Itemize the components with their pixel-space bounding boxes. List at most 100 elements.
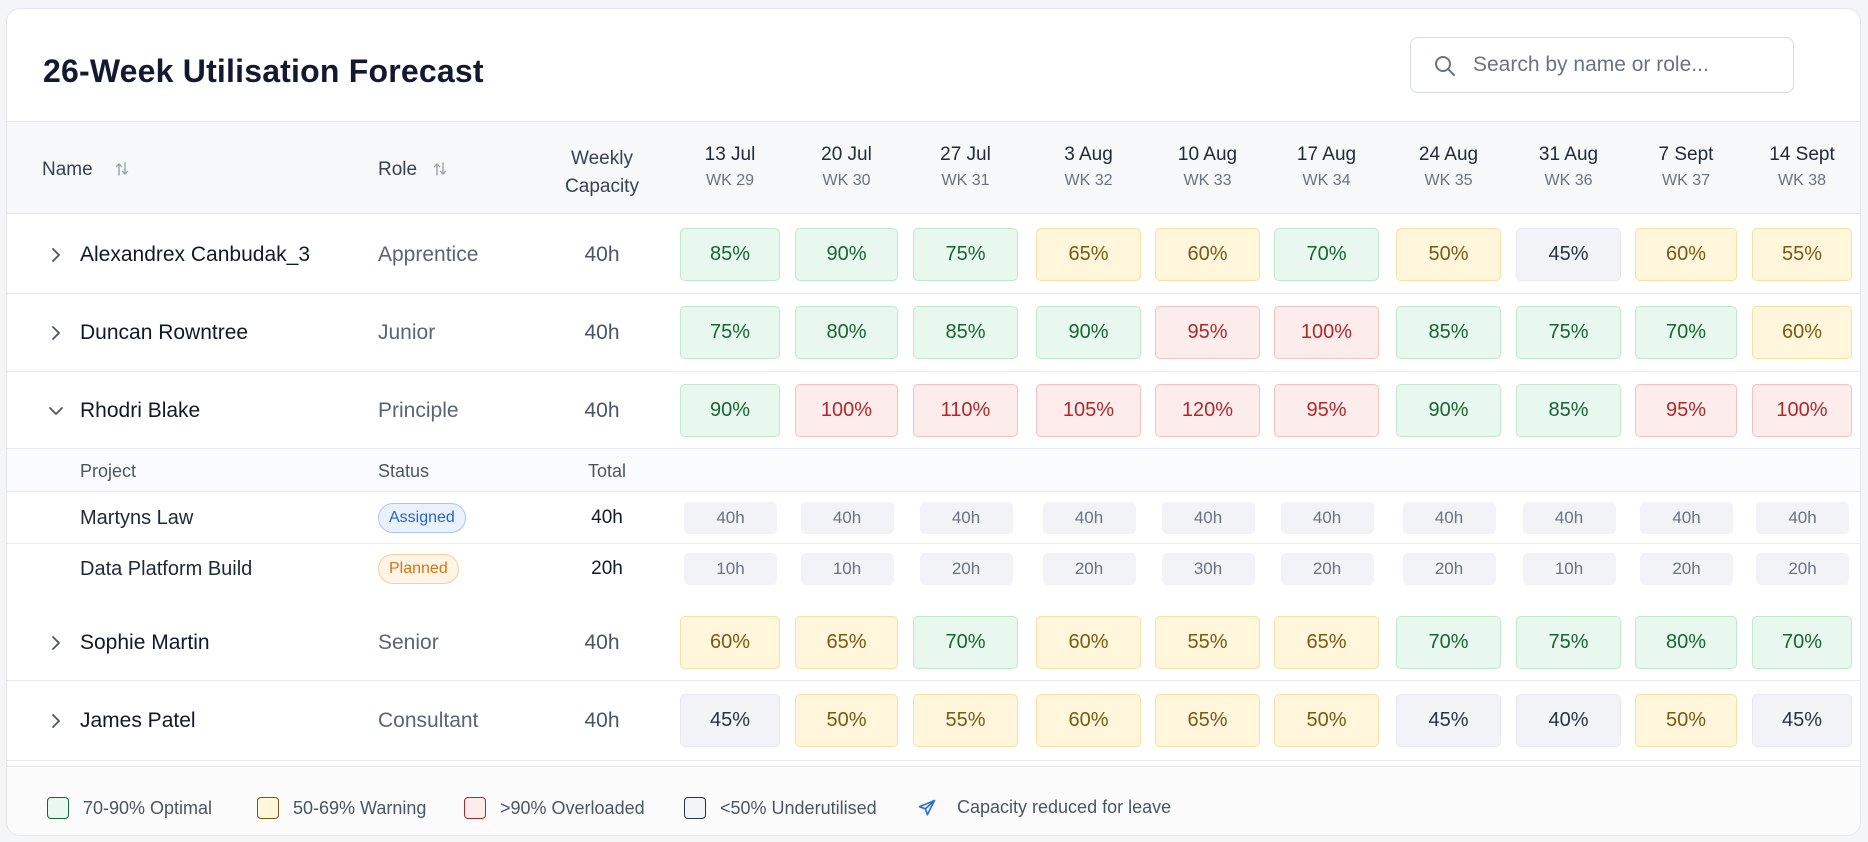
chevron-down-icon[interactable]	[47, 402, 65, 420]
utilisation-cell[interactable]: 105%	[1036, 383, 1141, 437]
utilisation-cell[interactable]: 90%	[795, 227, 898, 281]
table-row[interactable]: James Patel Consultant 40h 45% 50% 55% 60% 65% 5…	[7, 681, 1860, 761]
utilisation-cell[interactable]: 85%	[913, 306, 1018, 359]
weekly-capacity: 40h	[584, 321, 620, 344]
utilisation-cell[interactable]: 75%	[1516, 615, 1621, 669]
utilisation-cell[interactable]: 50%	[795, 694, 898, 747]
project-hours-cell[interactable]: 40h	[1640, 502, 1733, 534]
week-number: WK 32	[1064, 172, 1113, 189]
utilisation-cell[interactable]: 95%	[1635, 383, 1737, 437]
search-input[interactable]	[1473, 50, 1773, 80]
project-hours-cell[interactable]: 10h	[800, 553, 894, 585]
utilisation-cell[interactable]: 75%	[913, 227, 1018, 281]
utilisation-cell[interactable]: 40%	[1516, 694, 1621, 747]
project-hours-cell[interactable]: 20h	[1756, 553, 1849, 585]
table-header	[7, 121, 1860, 214]
chevron-right-icon[interactable]	[47, 246, 65, 264]
project-hours-cell[interactable]: 20h	[1280, 553, 1374, 585]
utilisation-cell[interactable]: 55%	[1752, 227, 1852, 281]
utilisation-cell[interactable]: 80%	[795, 306, 898, 359]
utilisation-cell[interactable]: 70%	[1396, 615, 1501, 669]
week-number: WK 35	[1424, 172, 1473, 189]
table-row[interactable]: Alexandrex Canbudak_3 Apprentice 40h 85% 90%…	[7, 215, 1860, 294]
project-hours-cell[interactable]: 40h	[684, 502, 777, 534]
utilisation-cell[interactable]: 55%	[1155, 615, 1260, 669]
utilisation-cell[interactable]: 80%	[1635, 615, 1737, 669]
week-column-header: 31 Aug WK 36	[1519, 143, 1619, 191]
utilisation-cell[interactable]: 90%	[1036, 306, 1141, 359]
utilisation-cell[interactable]: 95%	[1274, 383, 1379, 437]
utilisation-cell[interactable]: 70%	[913, 615, 1018, 669]
sort-icon[interactable]	[433, 161, 447, 177]
utilisation-cell[interactable]: 75%	[680, 306, 780, 359]
project-hours-cell[interactable]: 40h	[1402, 502, 1496, 534]
utilisation-cell[interactable]: 120%	[1155, 383, 1260, 437]
week-column-header: 14 Sept WK 38	[1752, 143, 1852, 191]
week-date: 14 Sept	[1769, 144, 1835, 165]
utilisation-cell[interactable]: 100%	[1752, 383, 1852, 437]
utilisation-cell[interactable]: 100%	[795, 383, 898, 437]
utilisation-cell[interactable]: 75%	[1516, 306, 1621, 359]
project-hours-cell[interactable]: 20h	[1402, 553, 1496, 585]
utilisation-cell[interactable]: 90%	[1396, 383, 1501, 437]
project-hours-cell[interactable]: 40h	[1042, 502, 1136, 534]
project-hours-cell[interactable]: 20h	[1640, 553, 1733, 585]
chevron-right-icon[interactable]	[47, 634, 65, 652]
table-row[interactable]: Duncan Rowntree Junior 40h 75% 80% 85% 90% 95% 1…	[7, 294, 1860, 372]
search-box[interactable]	[1410, 37, 1794, 93]
column-header-role[interactable]: Role	[378, 159, 418, 180]
utilisation-cell[interactable]: 50%	[1274, 694, 1379, 747]
table-row[interactable]: Sophie Martin Senior 40h 60% 65% 70% 60% 55% 65%…	[7, 604, 1860, 681]
utilisation-cell[interactable]: 110%	[913, 383, 1018, 437]
utilisation-cell[interactable]: 85%	[1516, 383, 1621, 437]
utilisation-cell[interactable]: 45%	[680, 694, 780, 747]
utilisation-cell[interactable]: 60%	[1036, 694, 1141, 747]
utilisation-cell[interactable]: 60%	[1752, 306, 1852, 359]
week-column-header: 7 Sept WK 37	[1636, 143, 1736, 191]
utilisation-cell[interactable]: 65%	[1274, 615, 1379, 669]
legend-swatch-overloaded	[464, 797, 486, 819]
project-hours-cell[interactable]: 20h	[919, 553, 1013, 585]
utilisation-cell[interactable]: 60%	[1635, 227, 1737, 281]
week-number: WK 34	[1302, 172, 1351, 189]
utilisation-cell[interactable]: 50%	[1635, 694, 1737, 747]
utilisation-cell[interactable]: 65%	[795, 615, 898, 669]
project-hours-cell[interactable]: 30h	[1161, 553, 1255, 585]
utilisation-cell[interactable]: 60%	[680, 615, 780, 669]
week-number: WK 38	[1777, 172, 1826, 189]
utilisation-cell[interactable]: 70%	[1752, 615, 1852, 669]
chevron-right-icon[interactable]	[47, 712, 65, 730]
utilisation-cell[interactable]: 60%	[1155, 227, 1260, 281]
table-row[interactable]: Rhodri Blake Principle 40h 90% 100% 110% 105% 1…	[7, 372, 1860, 449]
utilisation-cell[interactable]: 70%	[1635, 306, 1737, 359]
utilisation-cell[interactable]: 70%	[1274, 227, 1379, 281]
project-hours-cell[interactable]: 10h	[684, 553, 777, 585]
utilisation-cell[interactable]: 50%	[1396, 227, 1501, 281]
utilisation-cell[interactable]: 85%	[680, 227, 780, 281]
utilisation-cell[interactable]: 100%	[1274, 306, 1379, 359]
project-hours-cell[interactable]: 40h	[919, 502, 1013, 534]
legend-footer: 70-90% Optimal 50-69% Warning >90% Overl…	[7, 766, 1860, 835]
project-hours-cell[interactable]: 20h	[1042, 553, 1136, 585]
utilisation-cell[interactable]: 45%	[1516, 227, 1621, 281]
utilisation-cell[interactable]: 45%	[1396, 694, 1501, 747]
project-hours-cell[interactable]: 40h	[800, 502, 894, 534]
column-header-name[interactable]: Name	[42, 159, 93, 180]
project-hours-cell[interactable]: 10h	[1522, 553, 1616, 585]
project-hours-cell[interactable]: 40h	[1161, 502, 1255, 534]
utilisation-cell[interactable]: 60%	[1036, 615, 1141, 669]
utilisation-cell[interactable]: 90%	[680, 383, 780, 437]
weekly-capacity: 40h	[584, 630, 620, 654]
utilisation-cell[interactable]: 55%	[913, 694, 1018, 747]
utilisation-cell[interactable]: 95%	[1155, 306, 1260, 359]
sort-icon[interactable]	[115, 161, 129, 177]
chevron-right-icon[interactable]	[47, 324, 65, 342]
utilisation-cell[interactable]: 85%	[1396, 306, 1501, 359]
utilisation-cell[interactable]: 65%	[1155, 694, 1260, 747]
utilisation-cell[interactable]: 45%	[1752, 694, 1852, 747]
project-hours-cell[interactable]: 40h	[1280, 502, 1374, 534]
utilisation-cell[interactable]: 65%	[1036, 227, 1141, 281]
project-hours-cell[interactable]: 40h	[1522, 502, 1616, 534]
project-hours-cell[interactable]: 40h	[1756, 502, 1849, 534]
project-name: Data Platform Build	[80, 558, 253, 580]
